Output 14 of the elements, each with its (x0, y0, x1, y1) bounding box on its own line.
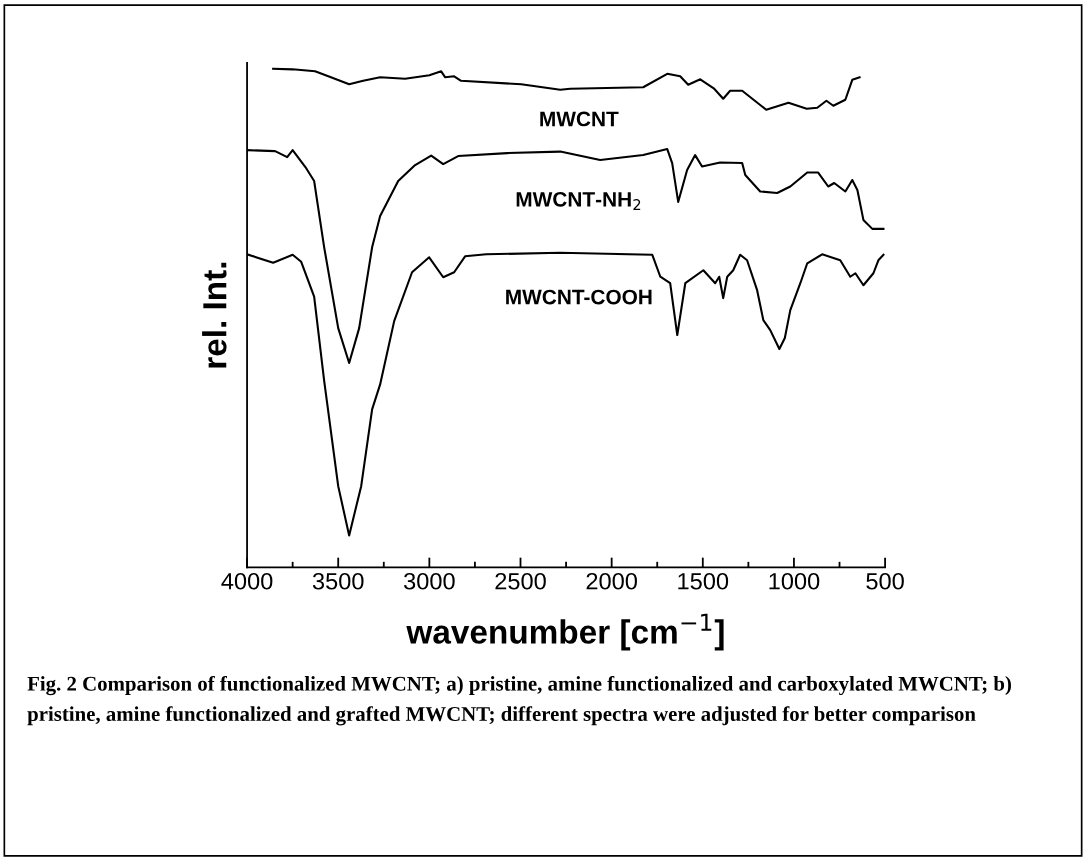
x-tick-label: 3500 (312, 572, 364, 590)
x-tick-label: 2000 (586, 572, 637, 590)
x-tick-label: 1500 (678, 572, 729, 590)
x-tick-label: 3000 (404, 572, 455, 590)
y-axis-title: rel. Int. (202, 262, 227, 368)
x-tick-label: 4000 (221, 572, 273, 590)
x-tick-label: 2500 (495, 572, 546, 590)
series-label: MWCNT-NH$_{2}$ (516, 191, 641, 210)
series-label: MWCNT (540, 111, 619, 127)
x-tick-label: 1000 (769, 572, 820, 590)
series-label: MWCNT-COOH (506, 289, 652, 305)
x-tick-label: 500 (866, 572, 904, 590)
caption: Fig. 2 Comparison of functionalized MWCNT; a) pristine, amine functionalized and carboxylated MWCNT; b) pristine, amine functionalized and grafted MWCNT; different spectra were adjusted for better comparison (27, 675, 1011, 726)
x-axis-title: wavenumber [cm$^{−1}$] (406, 613, 724, 651)
